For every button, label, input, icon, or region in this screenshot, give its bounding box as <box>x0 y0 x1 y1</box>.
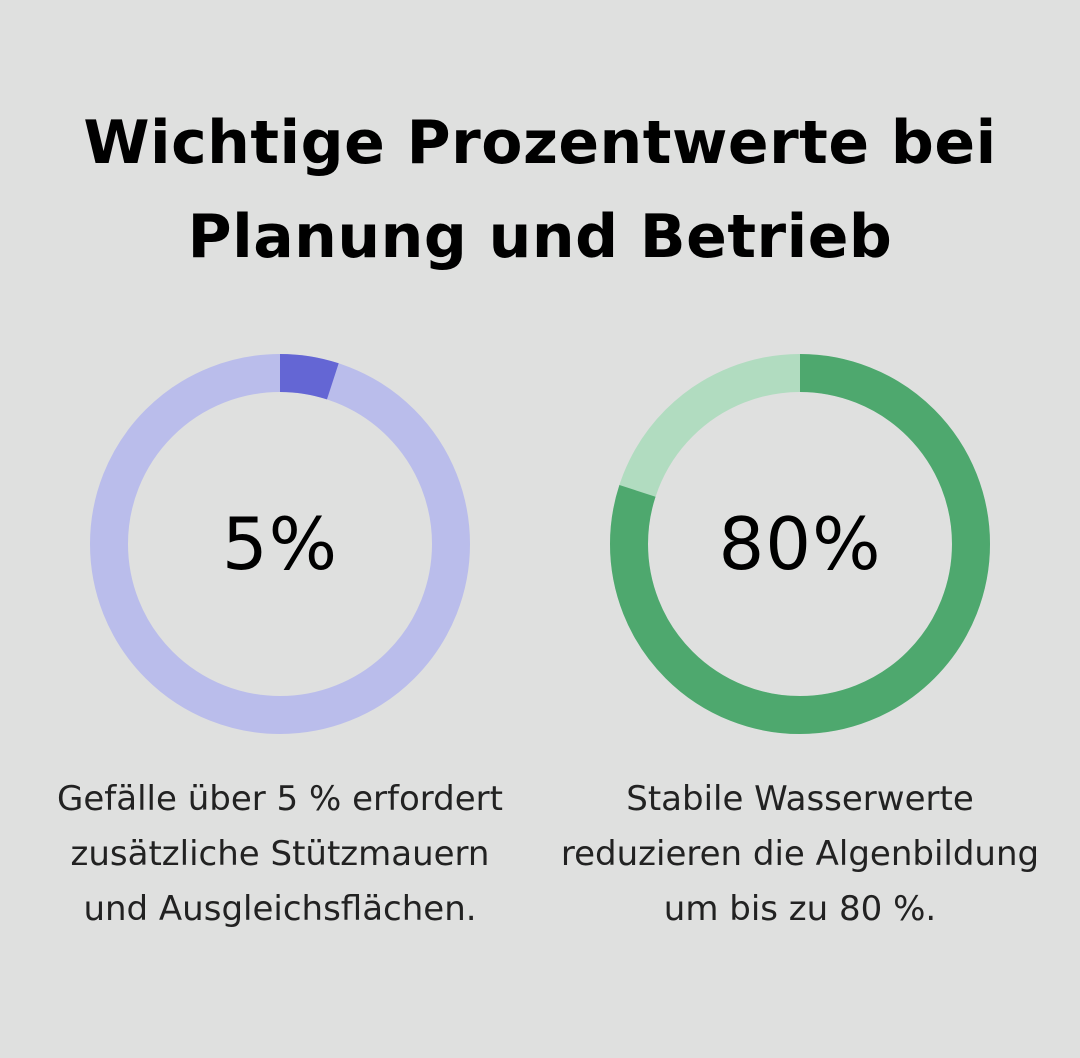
donut-chart-water: 80% <box>610 354 990 734</box>
donut-svg-water <box>610 354 990 734</box>
donut-ring-highlight <box>90 354 470 734</box>
donut-ring-highlight <box>610 354 990 734</box>
caption-water: Stabile Wasserwerte reduzieren die Algen… <box>560 779 1040 929</box>
donut-chart-slope: 5% <box>90 354 470 734</box>
caption-slope: Gefälle über 5 % erfordert zusätzliche S… <box>57 779 503 929</box>
title-line-2: Planung und Betrieb <box>187 202 893 272</box>
donut-svg-slope <box>90 354 470 734</box>
title-line-1: Wichtige Prozentwerte bei <box>83 108 997 178</box>
donut-value-label: 5% <box>221 502 339 586</box>
page-title: Wichtige Prozentwerte bei Planung und Be… <box>0 96 1080 284</box>
donut-value-label: 80% <box>718 502 882 586</box>
